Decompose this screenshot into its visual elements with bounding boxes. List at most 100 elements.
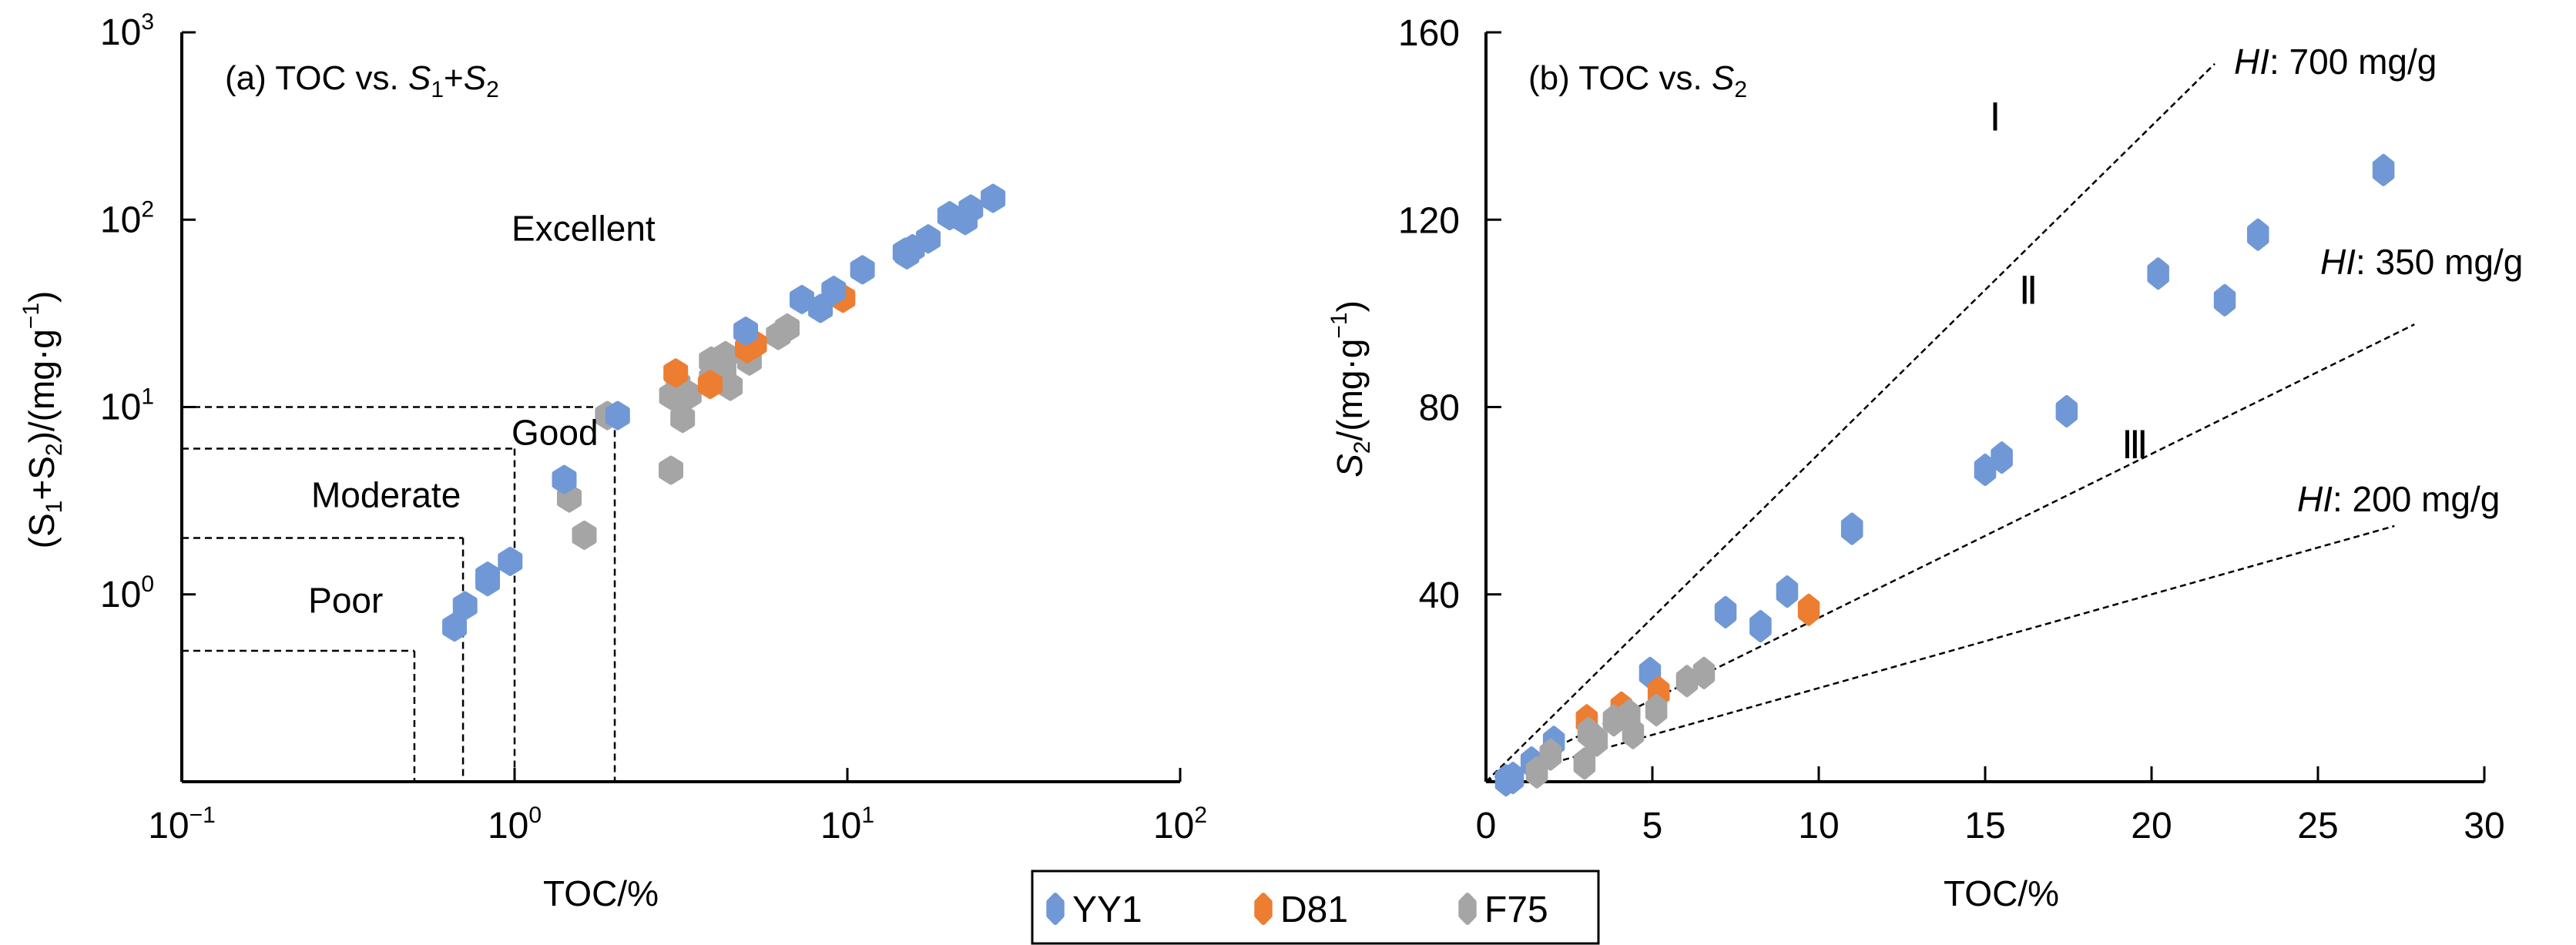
legend-item-f75: F75 xyxy=(1458,890,1548,930)
tick-base: 10 xyxy=(148,806,189,846)
a-point-D81 xyxy=(663,358,689,388)
hi-label-italic: HI xyxy=(2234,42,2269,82)
a-region-labels: Excellent Good Moderate Poor xyxy=(308,208,656,620)
b-point-YY1 xyxy=(2213,283,2236,317)
legend-item-yy1: YY1 xyxy=(1046,890,1142,930)
ylabel-sub: 2 xyxy=(42,443,67,456)
hi-label-rest: : 200 mg/g xyxy=(2333,479,2500,519)
a-region-label-excellent: Excellent xyxy=(512,208,656,248)
tick-base: 10 xyxy=(488,806,528,846)
b-kerogen-type-labels: Ⅰ Ⅱ Ⅲ xyxy=(1990,96,2148,467)
a-axes xyxy=(180,31,1182,783)
legend: YY1 D81 F75 xyxy=(1031,870,1600,945)
a-point-F75 xyxy=(670,404,696,434)
tick-exponent: 2 xyxy=(1194,803,1207,828)
ylabel-part: ) xyxy=(1330,300,1370,312)
title-s: S xyxy=(408,59,431,97)
legend-marker-yy1 xyxy=(1046,893,1065,925)
a-point-YY1 xyxy=(958,194,984,224)
b-x-tick-label: 5 xyxy=(1642,806,1663,846)
a-point-YY1 xyxy=(790,284,814,314)
b-point-F75 xyxy=(1622,716,1645,749)
tick-base: 10 xyxy=(100,12,141,53)
a-x-tick-label: 10−1 xyxy=(148,803,216,846)
hi-label-italic: HI xyxy=(2320,242,2356,282)
title-sub: 2 xyxy=(486,77,499,102)
a-point-YY1 xyxy=(821,276,847,306)
title-sub: 2 xyxy=(1734,77,1747,102)
legend-label-d81: D81 xyxy=(1280,890,1348,930)
b-point-YY1 xyxy=(2247,218,2269,251)
b-point-YY1 xyxy=(1840,512,1863,545)
a-point-YY1 xyxy=(850,255,875,285)
b-point-YY1 xyxy=(1776,575,1799,608)
b-data-points xyxy=(1494,153,2395,797)
b-x-tick-label: 20 xyxy=(2131,806,2172,846)
ylabel-s: S xyxy=(1330,454,1370,478)
b-point-F75 xyxy=(1585,724,1608,757)
tick-exponent: 0 xyxy=(141,571,154,597)
b-x-tick-label: 0 xyxy=(1476,806,1497,846)
b-point-F75 xyxy=(1692,656,1716,689)
b-hi-label-350: HI: 350 mg/g xyxy=(2320,242,2523,282)
ylabel-sup: −1 xyxy=(18,303,44,329)
b-point-F75 xyxy=(1573,747,1596,780)
a-point-YY1 xyxy=(475,561,500,591)
a-x-tick-label: 102 xyxy=(1153,803,1207,846)
hi-label-rest: : 350 mg/g xyxy=(2356,242,2523,282)
a-data-points xyxy=(442,183,1006,642)
a-y-tick-label: 100 xyxy=(100,571,154,615)
a-threshold-lines xyxy=(182,406,616,782)
tick-exponent: 1 xyxy=(861,803,874,828)
ylabel-part: )/(mg·g xyxy=(22,329,62,443)
b-hi-lines: HI: 700 mg/gHI: 350 mg/gHI: 200 mg/g xyxy=(1485,42,2523,783)
ylabel-sup: −1 xyxy=(1327,312,1352,338)
a-y-tick-label: 103 xyxy=(100,9,154,53)
hi-label-rest: : 700 mg/g xyxy=(2269,42,2437,82)
b-point-YY1 xyxy=(2055,395,2078,427)
b-tick-labels: 0 5 10 15 20 25 30 40 80 120 160 xyxy=(1398,13,2505,846)
b-kerogen-type-2: Ⅱ xyxy=(2019,269,2038,312)
tick-exponent: −1 xyxy=(190,803,216,828)
b-kerogen-type-3: Ⅲ xyxy=(2122,424,2148,467)
tick-base: 10 xyxy=(820,806,861,846)
a-point-YY1 xyxy=(981,183,1006,213)
tick-exponent: 3 xyxy=(141,9,154,35)
legend-box xyxy=(1031,870,1600,945)
b-y-tick-label: 40 xyxy=(1419,575,1460,616)
b-hi-label-700: HI: 700 mg/g xyxy=(2234,42,2437,82)
b-panel-title: (b) TOC vs. S2 xyxy=(1528,59,1747,102)
legend-label-yy1: YY1 xyxy=(1072,890,1142,930)
a-point-YY1 xyxy=(733,317,759,346)
a-point-F75 xyxy=(775,313,800,343)
b-point-F75 xyxy=(1539,738,1562,771)
title-sub: 1 xyxy=(431,77,444,102)
a-y-tick-label: 101 xyxy=(100,384,154,428)
ylabel-part: (S xyxy=(22,513,62,548)
ylabel-part: ) xyxy=(22,291,62,303)
title-prefix: (a) TOC vs. xyxy=(225,59,408,97)
b-kerogen-type-1: Ⅰ xyxy=(1990,96,2001,139)
b-point-YY1 xyxy=(1501,762,1524,795)
a-point-YY1 xyxy=(552,464,577,494)
a-point-YY1 xyxy=(498,546,523,576)
tick-exponent: 0 xyxy=(528,803,542,828)
a-point-YY1 xyxy=(605,400,630,431)
a-x-tick-label: 101 xyxy=(820,803,874,846)
legend-label-f75: F75 xyxy=(1484,890,1548,930)
a-point-F75 xyxy=(572,520,597,550)
b-hi-line-700 xyxy=(1485,62,2215,782)
ylabel-sub: 1 xyxy=(42,501,67,514)
b-x-tick-label: 30 xyxy=(2464,806,2504,846)
a-y-tick-label: 102 xyxy=(100,196,154,240)
ylabel-sub: 2 xyxy=(1350,441,1375,454)
a-point-F75 xyxy=(718,371,743,401)
tick-base: 10 xyxy=(100,575,141,615)
title-s: S xyxy=(1712,59,1734,97)
a-point-F75 xyxy=(659,455,683,485)
title-prefix: (b) TOC vs. xyxy=(1528,59,1712,97)
